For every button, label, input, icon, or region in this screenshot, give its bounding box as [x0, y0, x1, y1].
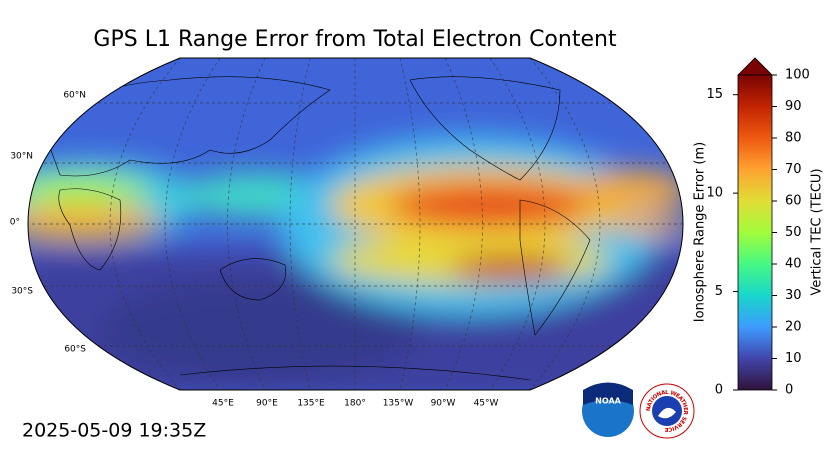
lon-label: 180° — [344, 399, 366, 409]
noaa-text: NOAA — [595, 397, 621, 406]
lat-label: 60°S — [64, 345, 86, 355]
lon-label: 45°E — [212, 399, 234, 409]
tec-tick-label: 10 — [785, 351, 802, 366]
title: GPS L1 Range Error from Total Electron C… — [93, 27, 617, 52]
tec-map — [28, 58, 683, 390]
tec-tick-label: 80 — [785, 131, 802, 146]
tec-tick-label: 90 — [785, 99, 802, 114]
tec-tick-label: 50 — [785, 225, 802, 240]
tec-tick-label: 100 — [785, 68, 810, 83]
lon-label: 45°W — [474, 399, 499, 409]
range-tick-label: 0 — [715, 383, 723, 398]
graticule — [28, 58, 683, 390]
tec-tick-label: 40 — [785, 257, 802, 272]
colorbar-axes: 0 10 20 30 40 50 60 70 80 90 100 0 5 10 15 — [706, 68, 809, 398]
lat-label: 0° — [10, 218, 20, 228]
range-tick-label: 15 — [706, 87, 723, 102]
timestamp: 2025-05-09 19:35Z — [22, 420, 206, 442]
tec-tick-label: 60 — [785, 194, 802, 209]
tec-tick-label: 30 — [785, 288, 802, 303]
lon-label: 135°E — [297, 399, 325, 409]
noaa-logo: NOAA — [582, 382, 634, 437]
map-frame — [27, 57, 684, 391]
colorbar-extend — [737, 57, 773, 76]
lon-label: 135°W — [383, 399, 414, 409]
tec-tick-label: 20 — [785, 320, 802, 335]
range-label: Ionosphere Range Error (m) — [693, 142, 708, 322]
nws-logo: NATIONAL WEATHER SERVICE — [639, 383, 695, 439]
coastlines — [39, 76, 591, 381]
colorbar — [737, 74, 773, 391]
lat-label: 60°N — [63, 91, 86, 101]
tec-tick-label: 70 — [785, 162, 802, 177]
lat-label: 30°S — [11, 287, 33, 297]
tec-tick-label: 0 — [785, 383, 793, 398]
map-labels: 60°N 30°N 0° 30°S 60°S 45°E 90°E 135°E 180° 135°W… — [10, 91, 499, 409]
range-tick-label: 10 — [706, 186, 723, 201]
range-tick-label: 5 — [715, 284, 723, 299]
lat-label: 30°N — [10, 152, 33, 162]
tec-label: Vertical TEC (TECU) — [810, 168, 825, 295]
lon-label: 90°W — [431, 399, 456, 409]
lon-label: 90°E — [256, 399, 278, 409]
